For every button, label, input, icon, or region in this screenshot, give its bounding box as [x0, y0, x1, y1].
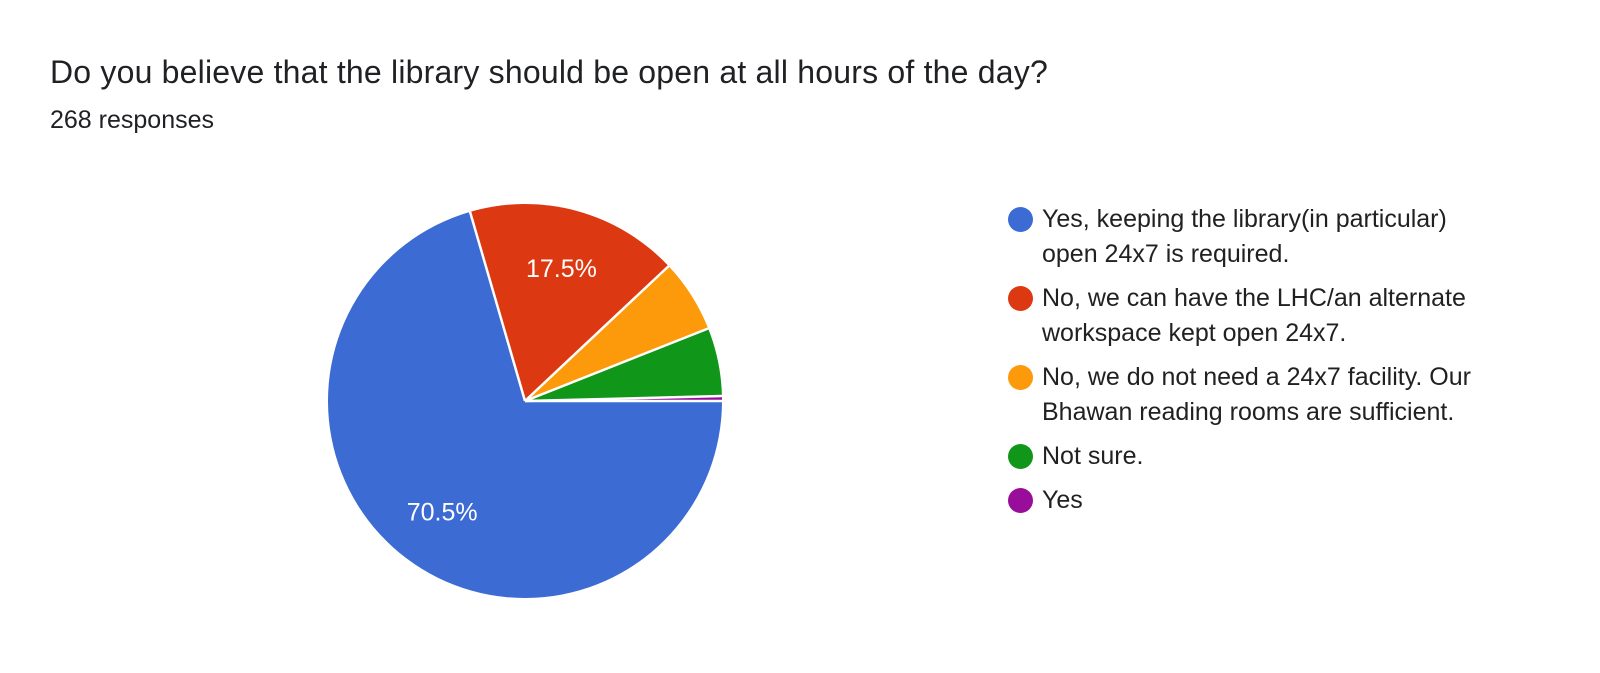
- pie-slice-2[interactable]: [525, 266, 709, 401]
- legend-item-2: No, we do not need a 24x7 facility. Our …: [1008, 360, 1478, 430]
- legend-color-dot-icon: [1008, 207, 1033, 232]
- question-title: Do you believe that the library should b…: [50, 54, 1048, 90]
- legend-color-dot-icon: [1008, 444, 1033, 469]
- slice-separator: [524, 265, 670, 402]
- legend-item-4: Yes: [1008, 483, 1478, 518]
- legend-item-3: Not sure.: [1008, 439, 1478, 474]
- legend-item-label: Yes: [1042, 486, 1083, 514]
- legend-item-1: No, we can have the LHC/an alternate wor…: [1008, 281, 1478, 351]
- slice-percent-label: 17.5%: [526, 255, 597, 283]
- pie-chart: 70.5% 17.5%: [315, 191, 735, 611]
- pie-slice-1[interactable]: [470, 203, 669, 401]
- legend-color-dot-icon: [1008, 488, 1033, 513]
- slice-percent-label: 70.5%: [407, 498, 478, 526]
- pie-chart-svg: 70.5% 17.5%: [327, 203, 722, 598]
- response-count: 268 responses: [50, 106, 215, 134]
- pie-slice-0[interactable]: [327, 211, 722, 598]
- slice-separator: [524, 394, 722, 403]
- legend-color-dot-icon: [1008, 286, 1033, 311]
- slice-separator: [524, 327, 709, 403]
- pie-slice-3[interactable]: [525, 328, 722, 401]
- legend-color-dot-icon: [1008, 365, 1033, 390]
- legend-item-0: Yes, keeping the library(in particular) …: [1008, 202, 1478, 272]
- legend-item-label: No, we can have the LHC/an alternate wor…: [1042, 284, 1466, 347]
- legend-item-label: Yes, keeping the library(in particular) …: [1042, 205, 1447, 268]
- legend-item-label: No, we do not need a 24x7 facility. Our …: [1042, 363, 1471, 426]
- slice-separator: [468, 211, 527, 402]
- chart-legend: Yes, keeping the library(in particular) …: [1008, 202, 1478, 527]
- legend-item-label: Not sure.: [1042, 442, 1144, 470]
